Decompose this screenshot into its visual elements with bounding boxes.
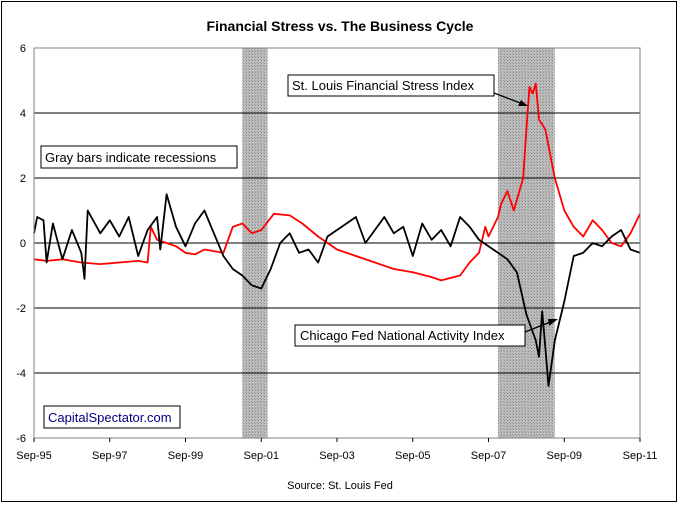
x-tick-label: Sep-95 bbox=[16, 450, 51, 462]
x-tick-label: Sep-99 bbox=[168, 450, 203, 462]
y-tick-label: 4 bbox=[20, 108, 26, 120]
stress-label-box bbox=[287, 74, 495, 97]
y-tick-label: -6 bbox=[16, 433, 26, 445]
stress-arrow bbox=[493, 92, 524, 105]
x-tick-label: Sep-97 bbox=[92, 450, 127, 462]
stress-label: St. Louis Financial Stress Index bbox=[292, 78, 475, 93]
y-tick-label: -4 bbox=[16, 368, 26, 380]
watermark: CapitalSpectator.com bbox=[48, 410, 172, 425]
x-tick-label: Sep-11 bbox=[623, 450, 658, 462]
series-lines bbox=[33, 82, 641, 387]
cfnai-arrow bbox=[524, 320, 554, 333]
chart-source: Source: St. Louis Fed bbox=[287, 480, 393, 492]
recession-note: Gray bars indicate recessions bbox=[45, 150, 217, 165]
x-tick-label: Sep-03 bbox=[319, 450, 354, 462]
grid-lines bbox=[34, 112, 640, 374]
x-tick-label: Sep-05 bbox=[395, 450, 430, 462]
recession-note-box bbox=[40, 145, 238, 169]
x-tick-label: Sep-01 bbox=[244, 450, 279, 462]
x-tick-label: Sep-09 bbox=[547, 450, 582, 462]
x-tick-label: Sep-07 bbox=[471, 450, 506, 462]
y-tick-label: 6 bbox=[20, 43, 26, 55]
x-tick-labels: Sep-95 Sep-97 Sep-99 Sep-01 Sep-03 Sep-05 Sep-… bbox=[16, 438, 657, 462]
activity-index-line bbox=[33, 193, 641, 387]
y-tick-labels: -6 -4 -2 0 2 4 6 bbox=[16, 43, 26, 445]
watermark-box bbox=[43, 405, 181, 429]
y-tick-label: 0 bbox=[20, 238, 26, 250]
cfnai-arrow-head bbox=[548, 319, 558, 326]
cfnai-label-box bbox=[294, 324, 526, 347]
stress-arrow-head bbox=[518, 100, 528, 106]
cfnai-label: Chicago Fed National Activity Index bbox=[300, 328, 505, 343]
chart-title: Financial Stress vs. The Business Cycle bbox=[206, 18, 474, 34]
y-tick-label: -2 bbox=[16, 303, 26, 315]
y-tick-label: 2 bbox=[20, 173, 26, 185]
